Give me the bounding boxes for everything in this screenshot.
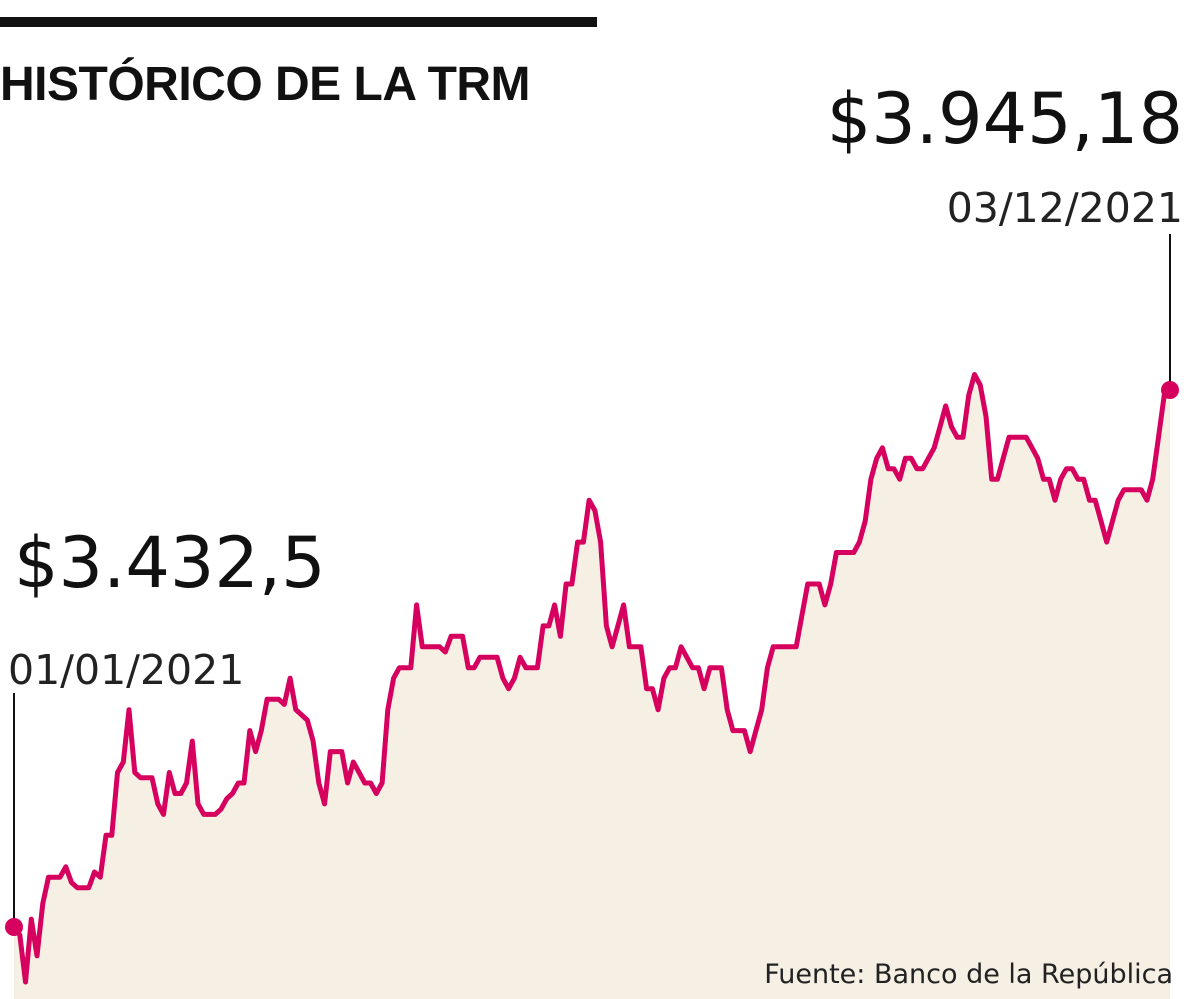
start-date-label: 01/01/2021: [8, 646, 244, 694]
series-line: [11, 372, 1172, 985]
start-point: [5, 918, 23, 936]
end-date-label: 03/12/2021: [947, 184, 1183, 232]
start-value-label: $3.432,5: [14, 522, 326, 604]
chart-title: HISTÓRICO DE LA TRM: [0, 58, 531, 111]
series-area: [14, 374, 1170, 999]
top-rule: [0, 17, 597, 27]
end-value-label: $3.945,18: [827, 78, 1183, 160]
end-point: [1161, 381, 1179, 399]
source-note: Fuente: Banco de la República: [764, 959, 1173, 990]
